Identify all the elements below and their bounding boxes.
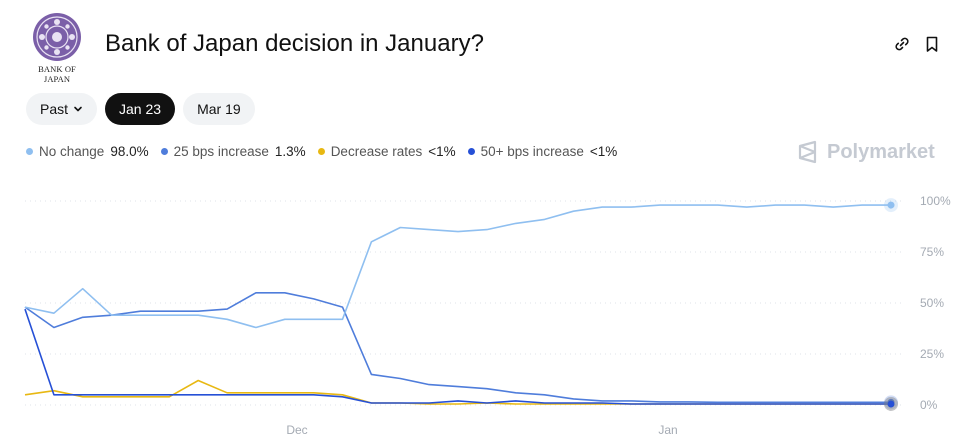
series-line-50-bps-increase — [24, 308, 891, 405]
chart-legend: No change 98.0% 25 bps increase 1.3% Dec… — [26, 144, 617, 159]
link-icon[interactable] — [892, 34, 912, 54]
tab-jan-23[interactable]: Jan 23 — [105, 93, 176, 125]
y-tick-label: 0% — [920, 398, 938, 412]
legend-item-decrease: Decrease rates <1% — [317, 144, 456, 159]
legend-dot — [467, 148, 475, 155]
end-marker-point — [887, 201, 895, 209]
legend-item-no-change: No change 98.0% — [26, 144, 149, 159]
bank-of-japan-logo: BANK OF JAPAN — [24, 12, 90, 84]
legend-label: 50+ bps increase — [480, 144, 584, 159]
series-line-no-change — [24, 204, 891, 329]
seal-icon — [33, 13, 81, 61]
tab-label: Jan 23 — [119, 101, 162, 117]
legend-value: <1% — [428, 144, 456, 159]
legend-value: 98.0% — [110, 144, 149, 159]
series-line-25-bps-increase — [24, 292, 891, 404]
chevron-down-icon — [74, 106, 82, 112]
legend-dot — [317, 148, 325, 155]
legend-label: Decrease rates — [330, 144, 423, 159]
legend-dot — [160, 148, 168, 155]
page-title: Bank of Japan decision in January? — [105, 30, 484, 57]
y-tick-label: 100% — [920, 194, 951, 208]
x-tick-label: Jan — [658, 423, 677, 437]
polymarket-logo-icon — [798, 140, 817, 164]
tab-past[interactable]: Past — [26, 93, 98, 125]
tab-mar-19[interactable]: Mar 19 — [183, 93, 255, 125]
end-marker-point — [887, 400, 895, 408]
legend-value: <1% — [589, 144, 618, 159]
logo-text: BANK OF JAPAN — [38, 64, 76, 84]
bookmark-icon[interactable] — [922, 34, 942, 54]
legend-item-50bps: 50+ bps increase <1% — [467, 144, 618, 159]
y-tick-label: 25% — [920, 347, 944, 361]
tab-label: Past — [40, 101, 69, 117]
date-tabs: Past Jan 23 Mar 19 — [26, 93, 255, 125]
legend-label: No change — [39, 144, 105, 159]
brand-name: Polymarket — [827, 140, 935, 163]
tab-label: Mar 19 — [197, 101, 241, 117]
legend-dot — [26, 148, 33, 155]
y-tick-label: 75% — [920, 245, 944, 259]
legend-value: 1.3% — [274, 144, 306, 159]
y-tick-label: 50% — [920, 296, 944, 310]
legend-item-25bps: 25 bps increase 1.3% — [160, 144, 306, 159]
x-tick-label: Dec — [286, 423, 307, 437]
legend-label: 25 bps increase — [173, 144, 269, 159]
polymarket-brand: Polymarket — [797, 140, 935, 164]
